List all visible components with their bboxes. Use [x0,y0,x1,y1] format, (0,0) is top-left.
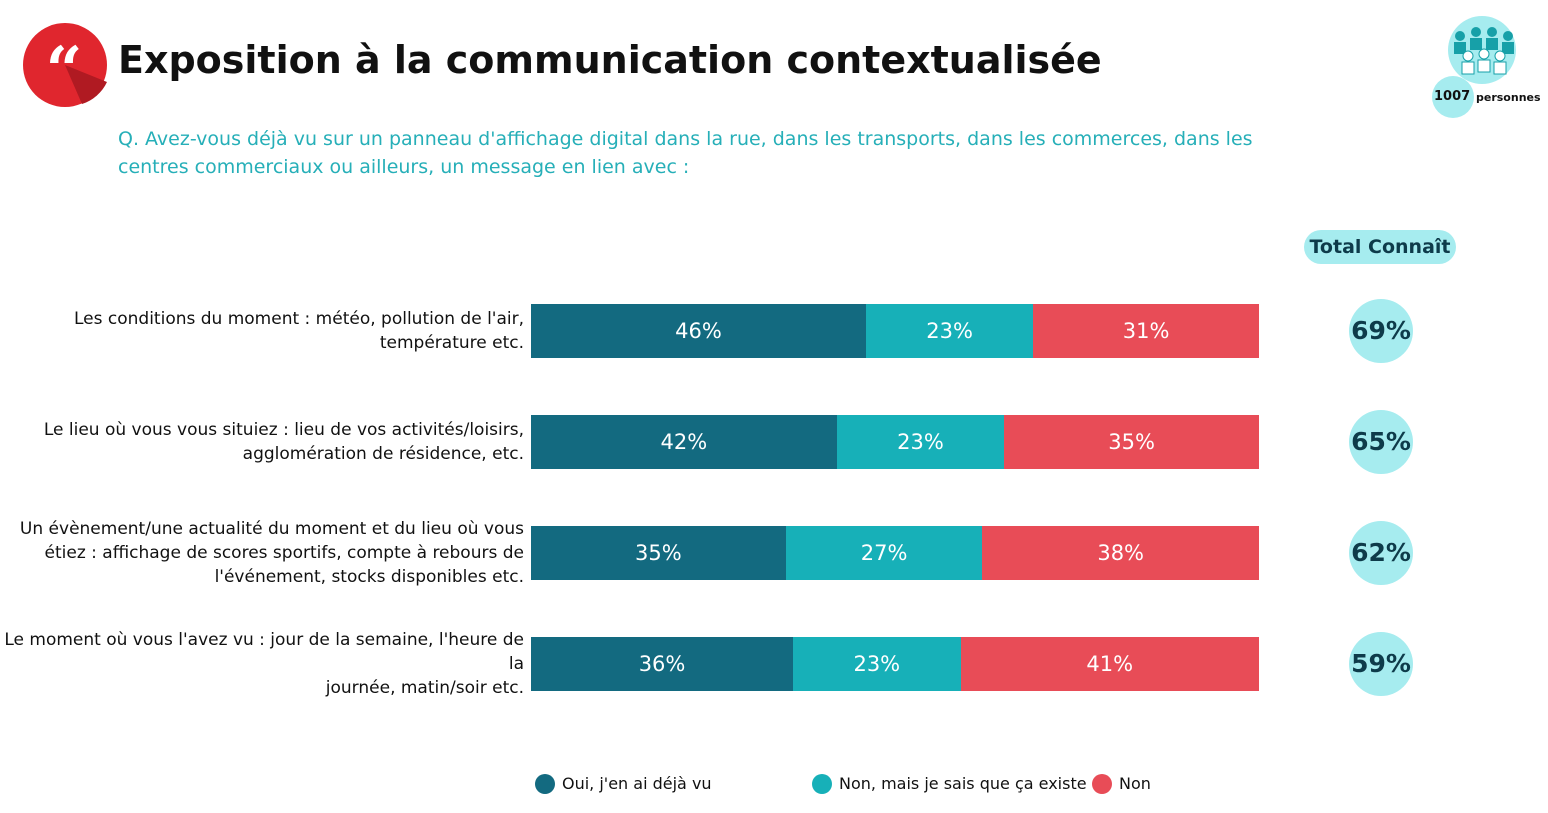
bar-segment [531,637,794,691]
legend-label: Non [1119,774,1151,793]
category-label: Un évènement/une actualité du moment et … [19,519,524,587]
bar-value-label: 23% [897,430,944,454]
bar-value-label: 36% [638,652,686,676]
bar-segment [793,637,961,691]
people-icon [1448,16,1516,84]
legend-marker [535,774,555,794]
bar-segment [785,526,983,580]
bar-segment [531,526,786,580]
totals-header: Total Connaît [1309,236,1451,258]
category-label: Le lieu où vous vous situiez : lieu de v… [43,420,524,464]
total-label: 65% [1351,427,1411,456]
bar-value-label: 35% [635,541,682,565]
bar-segment [1033,304,1259,358]
legend-label: Non, mais je sais que ça existe [839,774,1087,793]
bar-value-label: 31% [1122,319,1170,343]
bar-value-label: 23% [926,319,973,343]
total-circle [1349,521,1413,585]
sample-badge [1432,76,1474,118]
legend-marker [812,774,832,794]
total-circle [1349,299,1413,363]
legend-label: Oui, j'en ai déjà vu [562,774,712,793]
chart-title: Exposition à la communication contextual… [118,38,1102,82]
bar-value-label: 23% [853,652,901,676]
legend-marker [1092,774,1112,794]
quote-icon: “ [23,23,107,108]
totals-header-bg [1304,230,1456,264]
total-label: 59% [1351,649,1411,678]
sample-label: personnes [1476,91,1541,104]
bar-value-label: 42% [660,430,708,454]
total-circle [1349,410,1413,474]
bar-segment [836,415,1005,469]
bar-value-label: 46% [675,319,722,343]
bar-segment [531,304,866,358]
bar-segment [982,526,1259,580]
sample-count: 1007 [1434,89,1471,104]
svg-text:“: “ [46,33,83,108]
total-label: 62% [1351,538,1411,567]
category-label: Le moment où vous l'avez vu : jour de la… [4,630,524,698]
total-label: 69% [1351,316,1411,345]
bar-value-label: 35% [1108,430,1155,454]
bar-segment [1004,415,1259,469]
bar-segment [531,415,837,469]
category-label: Les conditions du moment : météo, pollut… [74,309,524,353]
bar-segment [960,637,1259,691]
subtitle: Q. Avez-vous déjà vu sur un panneau d'af… [118,128,1253,178]
total-circle [1349,632,1413,696]
bar-segment [865,304,1034,358]
bar-value-label: 41% [1086,652,1134,676]
bar-value-label: 27% [860,541,908,565]
bar-value-label: 38% [1097,541,1145,565]
